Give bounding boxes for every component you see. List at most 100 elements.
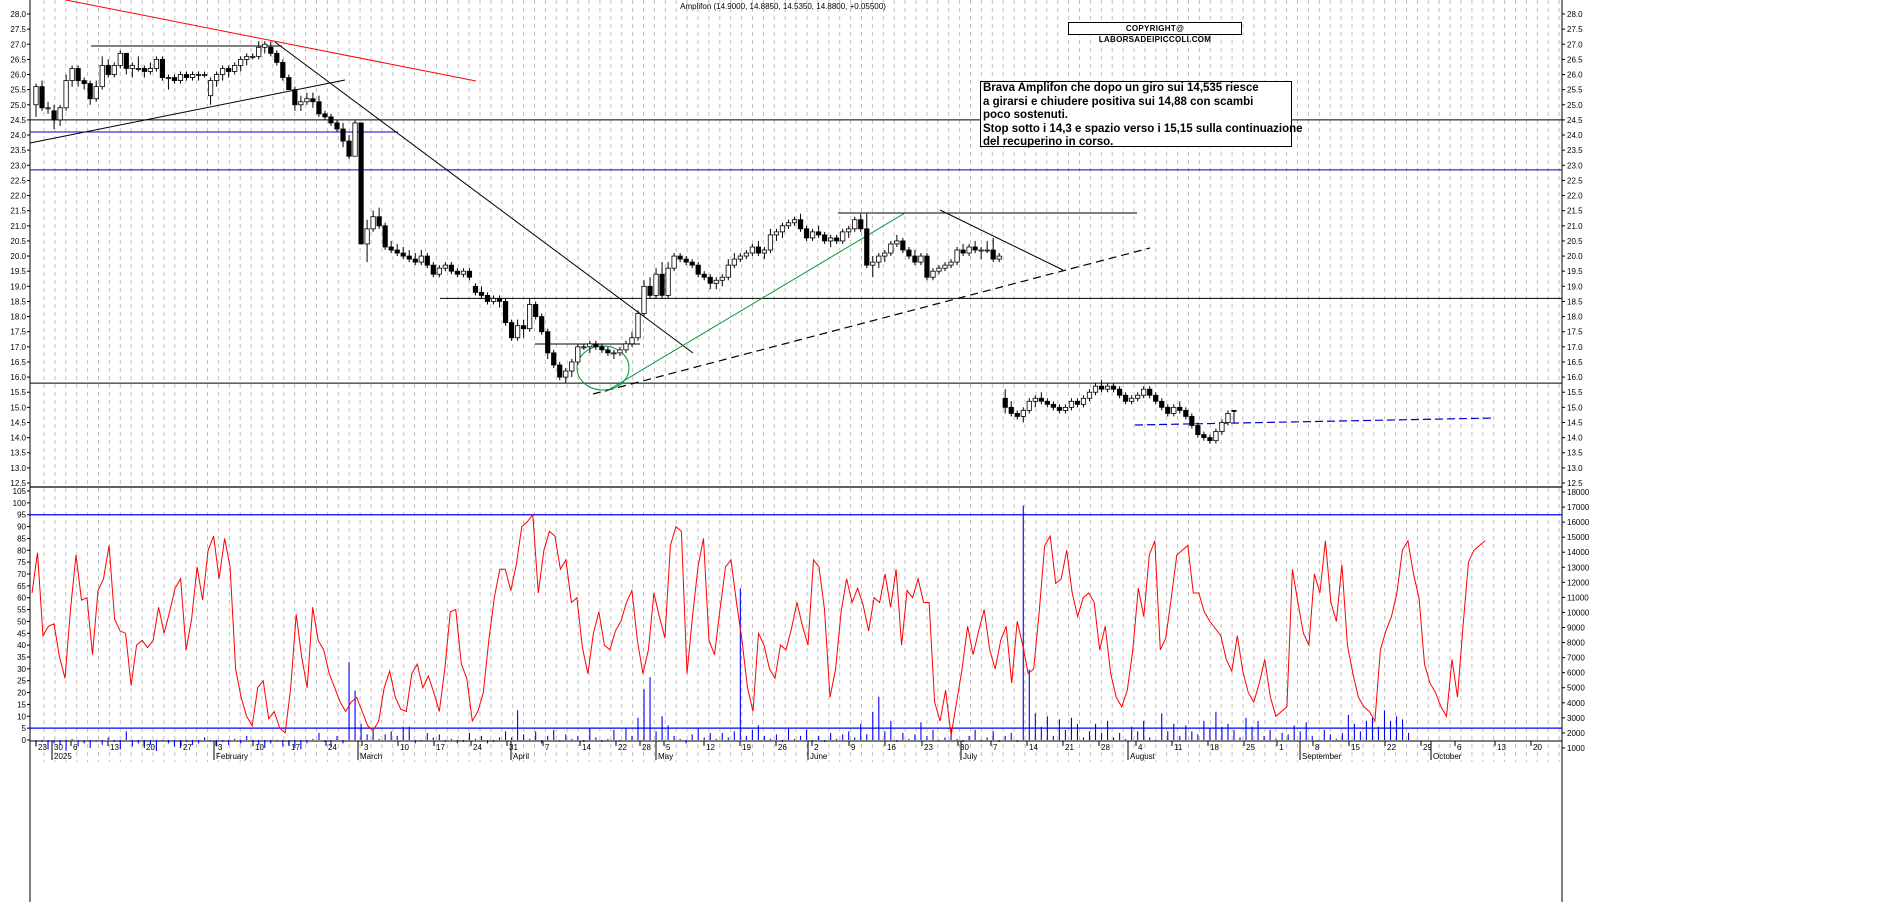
- price-tick-label: 19.0: [10, 282, 26, 291]
- date-tick-label: 23: [38, 743, 47, 752]
- candle-body: [563, 370, 569, 378]
- candle-body: [358, 122, 364, 245]
- dashed-uptrend-line: [592, 247, 1151, 395]
- date-tick-label: 22: [618, 743, 627, 752]
- oscillator-tick-label: 15: [17, 700, 26, 709]
- month-label: March: [360, 752, 382, 761]
- price-tick-label: 27.0: [10, 40, 26, 49]
- candle-body: [972, 246, 978, 251]
- candle-body: [238, 58, 244, 66]
- oscillator-tick-label: 5: [22, 724, 27, 733]
- candle-body: [1201, 434, 1207, 439]
- candle-body: [581, 346, 587, 349]
- date-tick-label: 25: [1246, 743, 1255, 752]
- candle-body: [990, 249, 996, 260]
- volume-tick-label: 7000: [1567, 654, 1585, 663]
- candle-body: [653, 273, 659, 296]
- price-tick-label: 16.5: [10, 358, 26, 367]
- price-tick-label: 17.5: [1567, 328, 1583, 337]
- candle-body: [846, 228, 852, 233]
- price-tick-label: 20.5: [10, 237, 26, 246]
- comment-line: Brava Amplifon che dopo un giro sui 14,5…: [983, 82, 1259, 94]
- candle-body: [304, 98, 310, 103]
- candle-body: [442, 264, 448, 269]
- candle-body: [864, 228, 870, 266]
- candle-body: [1050, 403, 1056, 408]
- candle-body: [761, 249, 768, 254]
- price-tick-label: 18.5: [1567, 297, 1583, 306]
- candle-body: [683, 258, 689, 263]
- price-tick-label: 27.5: [1567, 25, 1583, 34]
- month-label: September: [1302, 752, 1341, 761]
- candle-body: [1068, 400, 1075, 408]
- candle-body: [1159, 400, 1165, 408]
- candle-body: [406, 255, 412, 260]
- highlight-circle: [576, 345, 630, 391]
- candle-body: [906, 249, 912, 257]
- month-label: 2025: [54, 752, 72, 761]
- candle-body: [328, 116, 334, 124]
- candle-body: [1135, 394, 1141, 399]
- candle-body: [63, 80, 69, 109]
- price-tick-label: 15.5: [1567, 388, 1583, 397]
- volume-tick-label: 18000: [1567, 488, 1590, 497]
- date-tick-label: 14: [582, 743, 591, 752]
- oscillator-tick-label: 75: [17, 558, 26, 567]
- comment-line: a girarsi e chiudere positiva sui 14,88 …: [983, 95, 1254, 108]
- price-tick-label: 15.5: [10, 388, 26, 397]
- candle-body: [105, 65, 111, 75]
- candle-body: [346, 140, 352, 157]
- candle-body: [665, 267, 671, 296]
- oscillator-tick-label: 90: [17, 523, 26, 532]
- candle-body: [1110, 385, 1117, 390]
- price-tick-label: 23.0: [1567, 161, 1583, 170]
- candle-body: [364, 228, 370, 245]
- candle-body: [647, 285, 653, 296]
- candle-body: [1080, 397, 1087, 405]
- candle-body: [948, 261, 954, 266]
- price-tick-label: 24.0: [1567, 131, 1583, 140]
- price-tick-label: 15.0: [10, 403, 26, 412]
- volume-tick-label: 5000: [1567, 684, 1585, 693]
- candle-body: [448, 264, 454, 272]
- oscillator: [31, 513, 1486, 736]
- volume-tick-label: 6000: [1567, 669, 1585, 678]
- candle-body: [1195, 425, 1201, 435]
- candle-body: [659, 273, 665, 296]
- price-tick-label: 28.0: [10, 10, 26, 19]
- oscillator-tick-label: 40: [17, 641, 26, 650]
- candle-body: [930, 270, 936, 278]
- candle-body: [575, 346, 581, 363]
- candle-body: [623, 343, 629, 351]
- candle-body: [87, 83, 93, 100]
- oscillator-tick-label: 105: [13, 487, 27, 496]
- candle-body: [286, 77, 292, 91]
- price-tick-label: 26.0: [1567, 71, 1583, 80]
- candle-body: [1177, 406, 1183, 411]
- price-tick-label: 18.5: [10, 297, 26, 306]
- date-tick-label: 19: [742, 743, 751, 752]
- volume-tick-label: 8000: [1567, 639, 1585, 648]
- candle-body: [1014, 413, 1020, 417]
- candle-body: [942, 264, 948, 269]
- candle-body: [45, 107, 51, 110]
- volume-tick-label: 15000: [1567, 533, 1590, 542]
- candle-body: [707, 276, 713, 284]
- candle-body: [123, 52, 129, 69]
- candle-body: [527, 304, 533, 330]
- axes: 28.0 28.0 27.5 27.5 27.0 27.0 26.5 26.5 26.0 26.0…: [10, 10, 1589, 761]
- oscillator-tick-label: 0: [22, 736, 27, 745]
- candle-body: [689, 261, 695, 266]
- candle-body: [996, 255, 1002, 260]
- candle-body: [816, 231, 822, 236]
- downtrend-line: [274, 41, 694, 354]
- candle-body: [1008, 406, 1014, 414]
- date-tick-label: 16: [887, 743, 896, 752]
- candle-body: [111, 65, 117, 75]
- candle-body: [496, 298, 503, 302]
- candle-body: [250, 55, 256, 58]
- candle-body: [1213, 431, 1219, 442]
- oscillator-tick-label: 50: [17, 617, 26, 626]
- date-tick-label: 27: [183, 743, 192, 752]
- date-tick-label: 20: [146, 743, 155, 752]
